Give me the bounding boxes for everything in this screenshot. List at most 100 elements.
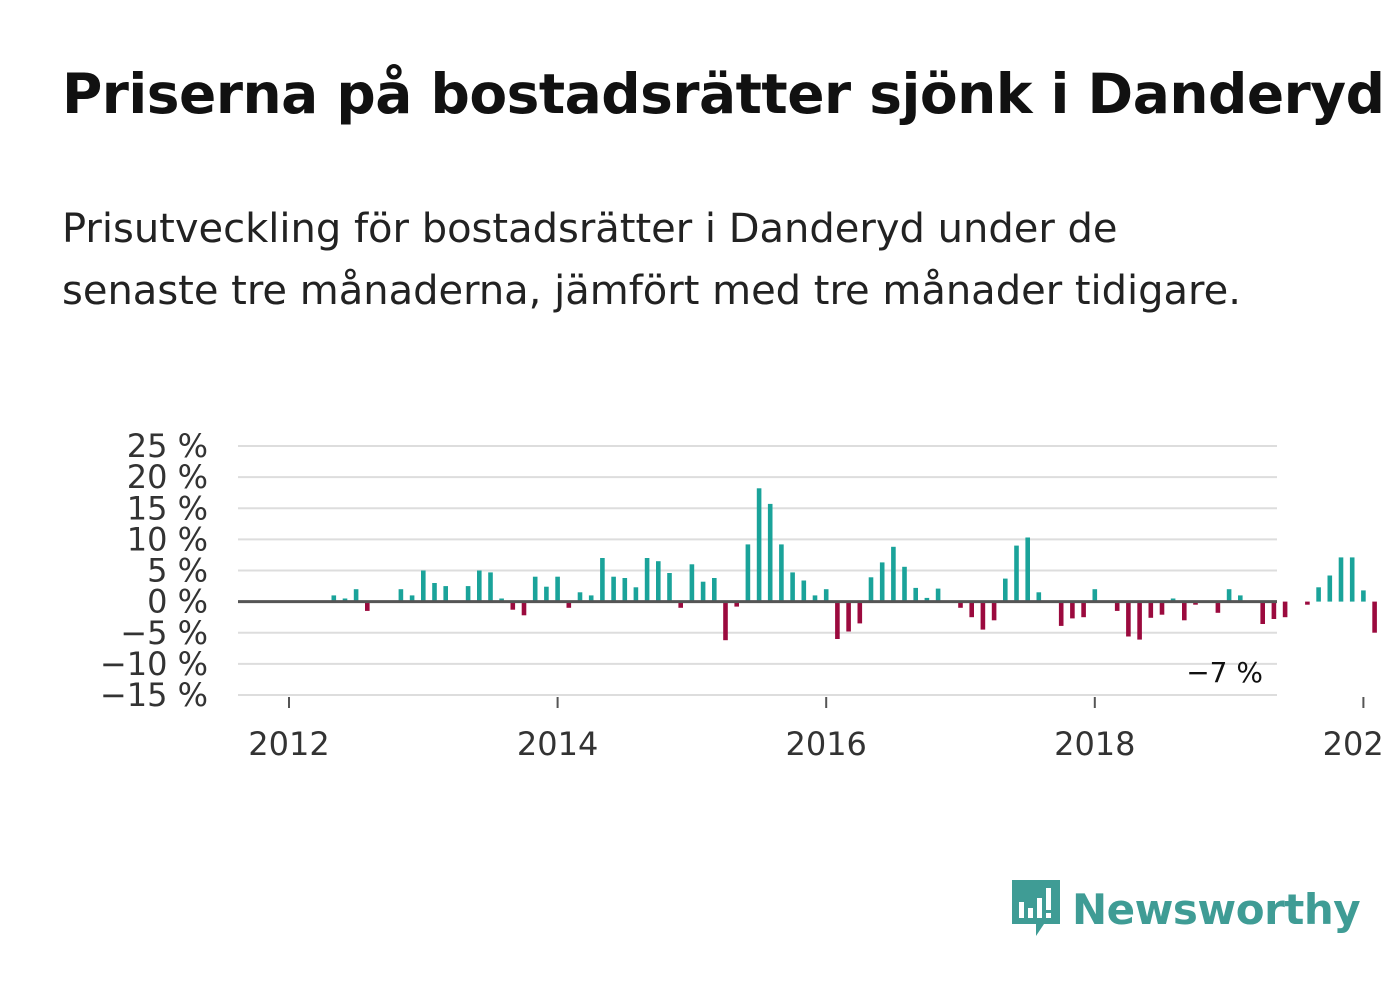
chart-subtitle: Prisutveckling för bostadsrätter i Dande…	[62, 206, 1241, 314]
bar	[935, 588, 941, 602]
bar	[745, 544, 751, 602]
bar	[980, 601, 986, 630]
bar	[1238, 595, 1243, 602]
bar	[656, 561, 661, 602]
bar	[1126, 601, 1131, 637]
bar	[1260, 601, 1265, 624]
x-axis: 20122014201620182020202220242026	[248, 697, 1382, 763]
bar	[588, 595, 594, 602]
bar	[879, 562, 885, 602]
y-tick-label: 0 %	[147, 583, 208, 621]
y-tick-label: 25 %	[127, 427, 208, 465]
bar	[1215, 601, 1221, 613]
bar	[1305, 601, 1310, 605]
bar	[723, 601, 728, 641]
bar	[812, 595, 818, 602]
bar	[1349, 557, 1355, 602]
x-tick-label: 2014	[517, 725, 598, 763]
bar	[544, 586, 549, 602]
bar	[566, 601, 572, 608]
bar	[790, 572, 795, 602]
bar	[689, 564, 695, 602]
bar	[1159, 601, 1165, 615]
bar	[1092, 589, 1098, 602]
bar	[342, 598, 348, 602]
newsworthy-logo: Newsworthy	[1010, 878, 1361, 940]
x-tick-label: 2016	[785, 725, 866, 763]
bar	[1081, 601, 1086, 618]
bar	[712, 578, 717, 602]
y-tick-label: −5 %	[120, 614, 208, 652]
y-tick-label: 15 %	[127, 489, 208, 527]
bar	[1137, 601, 1142, 640]
bar	[1058, 601, 1064, 626]
bar	[398, 589, 404, 602]
bar	[611, 576, 616, 602]
newsworthy-logo-icon	[1012, 880, 1060, 936]
bar	[991, 601, 997, 621]
bar	[779, 544, 784, 602]
bar	[958, 601, 963, 608]
bar	[1226, 589, 1232, 602]
bar	[891, 546, 896, 602]
bar	[902, 566, 907, 602]
bar	[1182, 601, 1187, 621]
bar	[555, 576, 560, 602]
bar	[678, 601, 683, 608]
bar	[577, 592, 583, 602]
bar	[1327, 575, 1333, 602]
bar	[801, 580, 807, 602]
bar	[667, 573, 672, 602]
bar	[1338, 557, 1344, 602]
bar	[1036, 592, 1042, 602]
bar	[365, 601, 370, 611]
y-tick-label: 20 %	[127, 458, 208, 496]
x-tick-label: 2018	[1054, 725, 1135, 763]
bar	[633, 587, 639, 602]
y-tick-label: −15 %	[100, 676, 208, 714]
bar	[734, 601, 739, 607]
y-tick-label: 5 %	[147, 552, 208, 590]
bar	[1014, 545, 1019, 602]
bar	[767, 503, 773, 602]
bar	[1170, 598, 1176, 602]
bar	[532, 576, 538, 602]
bar	[465, 586, 471, 602]
bar	[868, 577, 874, 602]
bar	[443, 586, 448, 602]
bar	[700, 581, 706, 602]
bar	[600, 558, 605, 602]
last-value-label: −7 %	[1186, 656, 1263, 689]
brand-name: Newsworthy	[1072, 884, 1361, 934]
chart-title: Priserna på bostadsrätter sjönk i Dander…	[62, 62, 1382, 126]
bar	[499, 598, 504, 602]
bar	[1070, 601, 1075, 619]
bar-chart: 25 %20 %15 %10 %5 %0 %−5 %−10 %−15 % 201…	[100, 427, 1382, 763]
bar	[969, 601, 974, 618]
bar	[353, 589, 359, 602]
x-tick-label: 2012	[248, 725, 329, 763]
bar	[510, 601, 516, 610]
bar	[622, 578, 628, 602]
bar	[644, 558, 650, 602]
bar	[1316, 587, 1321, 602]
bar	[331, 595, 337, 602]
bar	[1025, 537, 1030, 602]
bars	[331, 488, 1377, 641]
bar	[432, 583, 437, 602]
bar	[846, 601, 851, 632]
bar	[421, 570, 426, 602]
bar	[823, 589, 829, 602]
bar	[924, 597, 930, 602]
y-tick-label: −10 %	[100, 645, 208, 683]
bar	[1148, 601, 1154, 618]
bar	[477, 570, 482, 602]
bar	[756, 488, 762, 602]
bar	[857, 601, 863, 624]
x-tick-label: 2020	[1323, 725, 1382, 763]
y-axis: 25 %20 %15 %10 %5 %0 %−5 %−10 %−15 %	[100, 427, 208, 714]
bar	[1193, 601, 1198, 605]
bar	[1003, 578, 1008, 602]
bar	[1114, 601, 1120, 611]
bar	[1361, 590, 1366, 602]
